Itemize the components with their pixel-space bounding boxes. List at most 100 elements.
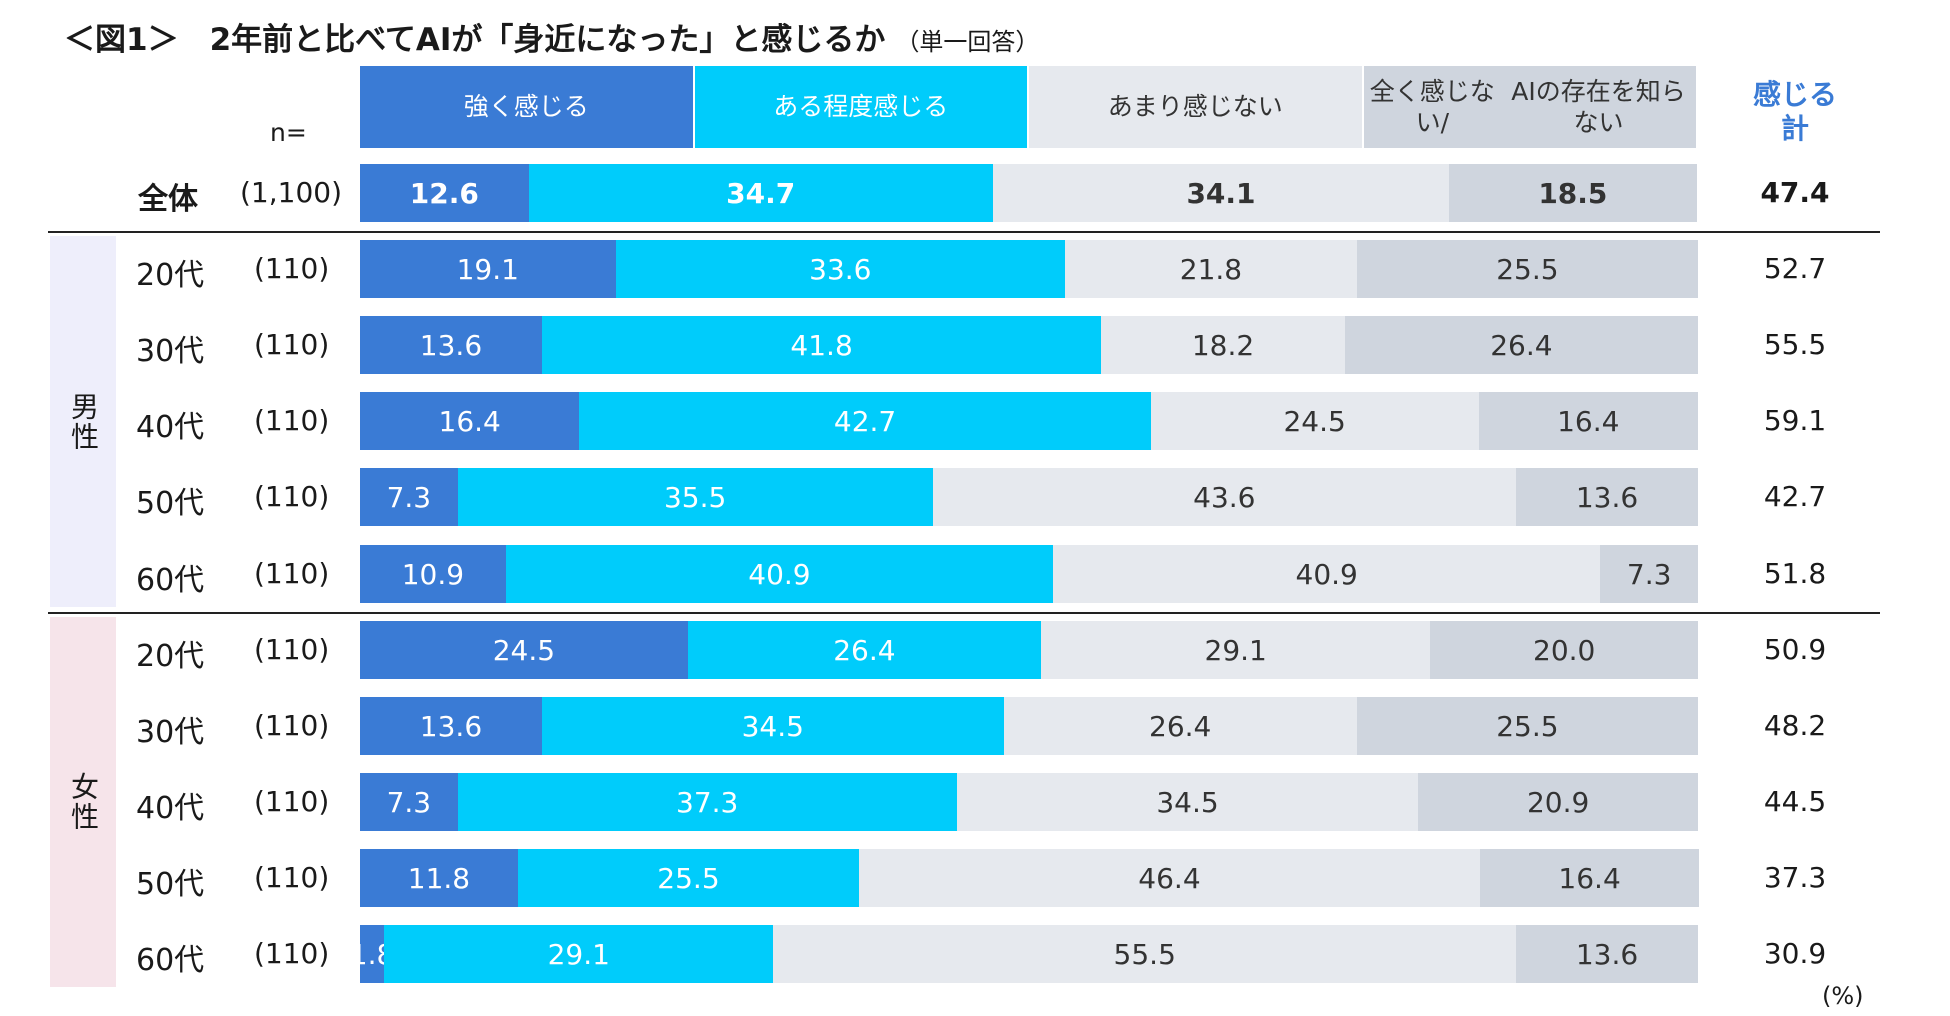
bar-segment-strong: 1.8: [350, 925, 394, 983]
bar-value-label: 21.8: [1179, 252, 1243, 286]
row-n: (110): [254, 709, 330, 742]
bar-segment-strong: 16.4: [360, 392, 580, 450]
row-n: (110): [254, 480, 330, 513]
bar-value-label: 13.6: [419, 709, 483, 743]
bar-value-label: 16.4: [1557, 404, 1620, 438]
bar-segment-strong: 24.5: [360, 621, 688, 679]
legend-item-strong: 強く感じる: [360, 66, 693, 148]
bar-segment-not_much: 29.1: [1041, 621, 1431, 679]
bar-value-label: 13.6: [1575, 937, 1639, 971]
bar-segment-strong: 13.6: [360, 697, 542, 755]
bar-segment-somewhat: 35.5: [457, 468, 933, 526]
bar-value-label: 29.1: [1204, 633, 1267, 667]
row-label: 60代: [136, 943, 205, 978]
bar-value-label: 41.8: [790, 328, 853, 362]
bar-value-label: 19.1: [456, 252, 519, 286]
bar-segment-somewhat: 34.7: [528, 164, 993, 222]
bar-segment-not_at_all: 13.6: [1516, 925, 1698, 983]
row-total: 47.4: [1760, 176, 1830, 209]
row-n: (1,100): [240, 176, 343, 209]
bar-segment-somewhat: 29.1: [384, 925, 774, 983]
bar-value-label: 7.3: [386, 785, 432, 819]
bar-value-label: 25.5: [657, 861, 720, 895]
row-total: 30.9: [1763, 937, 1827, 970]
row-n: (110): [254, 557, 330, 590]
bar-value-label: 16.4: [1558, 861, 1621, 895]
row-label: 40代: [136, 410, 205, 445]
group-label-box: 女性: [50, 617, 116, 987]
bar-segment-not_much: 24.5: [1150, 392, 1479, 450]
legend-item-label: あまり感じない: [1107, 92, 1283, 122]
bar-value-label: 29.1: [547, 937, 610, 971]
bar-value-label: 34.7: [726, 176, 796, 210]
bar-segment-not_at_all: 13.6: [1516, 468, 1698, 526]
bar-value-label: 24.5: [1283, 404, 1346, 438]
row-label: 60代: [136, 563, 205, 598]
bar-value-label: 34.1: [1186, 176, 1256, 210]
bar-value-label: 46.4: [1138, 861, 1201, 895]
row-label: 50代: [136, 486, 205, 521]
row-total: 59.1: [1763, 404, 1827, 437]
bar-value-label: 40.9: [748, 557, 811, 591]
bar-value-label: 7.3: [386, 480, 432, 514]
bar-value-label: 55.5: [1113, 937, 1176, 971]
bar-value-label: 26.4: [1149, 709, 1212, 743]
group-divider: [48, 612, 1880, 614]
legend-item-label: 強く感じる: [463, 92, 589, 122]
legend-item-not_much: あまり感じない: [1029, 66, 1362, 148]
bar-segment-strong: 10.9: [360, 545, 506, 603]
bar-value-label: 20.9: [1526, 785, 1590, 819]
row-label: 全体: [138, 182, 198, 217]
legend-item-somewhat: ある程度感じる: [694, 66, 1027, 148]
bar-segment-not_much: 40.9: [1053, 545, 1601, 603]
bar-segment-strong: 11.8: [360, 849, 518, 907]
row-total: 48.2: [1763, 709, 1827, 742]
group-divider: [48, 231, 1880, 233]
row-label: 20代: [136, 258, 205, 293]
row-n: (110): [254, 633, 330, 666]
bar-segment-not_much: 21.8: [1065, 240, 1357, 298]
row-n: (110): [254, 937, 330, 970]
row-label: 30代: [136, 334, 205, 369]
bar-value-label: 25.5: [1496, 709, 1559, 743]
row-n: (110): [254, 404, 330, 437]
total-header: 感じる計: [1720, 78, 1870, 145]
group-label-box: 男性: [50, 236, 116, 607]
row-total: 55.5: [1763, 328, 1827, 361]
bar-value-label: 11.8: [407, 861, 471, 895]
bar-value-label: 26.4: [833, 633, 896, 667]
bar-value-label: 12.6: [409, 176, 479, 210]
bar-segment-strong: 7.3: [360, 773, 458, 831]
bar-value-label: 33.6: [809, 252, 872, 286]
chart-title-text: ＜図1＞ 2年前と比べてAIが「身近になった」と感じるか: [64, 22, 886, 58]
bar-segment-not_much: 34.1: [992, 164, 1450, 222]
group-label: 男性: [67, 391, 100, 452]
bar-value-label: 25.5: [1496, 252, 1559, 286]
bar-segment-not_at_all: 20.9: [1418, 773, 1698, 831]
bar-segment-somewhat: 33.6: [615, 240, 1066, 298]
row-n: (110): [254, 785, 330, 818]
bar-value-label: 13.6: [419, 328, 483, 362]
row-total: 44.5: [1763, 785, 1827, 818]
row-n: (110): [254, 861, 330, 894]
bar-segment-not_much: 46.4: [859, 849, 1480, 907]
bar-value-label: 40.9: [1295, 557, 1358, 591]
bar-segment-not_much: 43.6: [932, 468, 1517, 526]
bar-value-label: 42.7: [833, 404, 897, 438]
unit-label: (%): [1822, 982, 1864, 1010]
bar-value-label: 37.3: [676, 785, 739, 819]
bar-value-label: 18.2: [1191, 328, 1255, 362]
row-total: 37.3: [1763, 861, 1827, 894]
bar-segment-strong: 12.6: [360, 164, 529, 222]
chart-subtitle: （単一回答）: [895, 28, 1040, 56]
row-label: 30代: [136, 715, 205, 750]
bar-value-label: 34.5: [741, 709, 804, 743]
legend-item-label: 全く感じない/: [1369, 76, 1495, 137]
bar-segment-not_much: 26.4: [1003, 697, 1357, 755]
bar-value-label: 34.5: [1156, 785, 1219, 819]
row-n: (110): [254, 252, 330, 285]
total-header-line: 計: [1780, 111, 1809, 145]
legend-item-not_at_all: 全く感じない/AIの存在を知らない: [1363, 66, 1696, 148]
row-total: 51.8: [1763, 557, 1827, 590]
bar-segment-somewhat: 37.3: [457, 773, 957, 831]
